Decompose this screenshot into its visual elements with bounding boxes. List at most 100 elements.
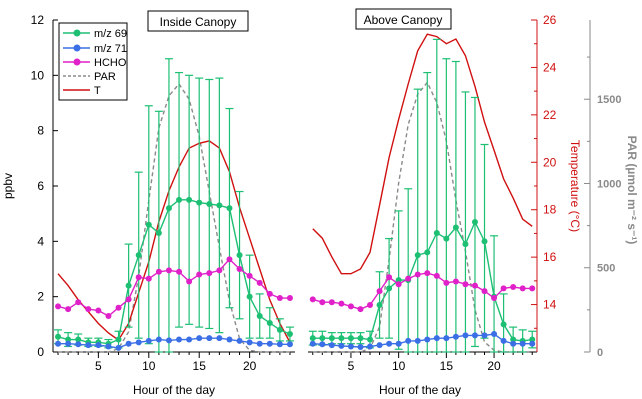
legend-marker-hcho	[73, 58, 81, 66]
left-panel-title-box	[147, 10, 249, 32]
x-tick-label: 5	[95, 359, 102, 373]
mz71-point	[452, 333, 459, 340]
par-axis-ticks: 0 500 1000 1500	[584, 56, 621, 359]
mz71-point	[529, 340, 536, 347]
left-panel-title: Inside Canopy	[160, 15, 237, 29]
hcho-point	[206, 270, 213, 277]
legend-label-par: PAR	[94, 71, 116, 83]
hcho-point	[424, 270, 431, 277]
mz71-point	[266, 340, 273, 347]
legend-marker-mz69	[73, 29, 81, 37]
hcho-point	[376, 288, 383, 295]
left-y-tick-label: 6	[37, 179, 44, 193]
mz69-point	[319, 335, 326, 342]
hcho-point	[55, 303, 62, 310]
hcho-point	[309, 296, 316, 303]
mz71-point	[186, 336, 193, 343]
legend-item-hcho: HCHO	[63, 57, 127, 69]
par-tick-label: 0	[597, 347, 603, 359]
mz71-point	[328, 342, 335, 349]
legend-label-mz69: m/z 69	[94, 28, 127, 40]
mz69-series-line	[312, 220, 533, 342]
hcho-point	[367, 301, 374, 308]
legend-marker-mz71	[73, 44, 81, 52]
mz69-point	[135, 252, 142, 259]
mz69-point	[328, 335, 335, 342]
hcho-point	[386, 274, 393, 281]
hcho-point	[338, 300, 345, 307]
hcho-point	[405, 275, 412, 282]
par-series-line	[58, 82, 290, 353]
hcho-point	[529, 285, 536, 292]
mz71-point	[226, 336, 233, 343]
mz71-point	[135, 339, 142, 346]
mz71-point	[165, 337, 172, 344]
mz69-point	[424, 249, 431, 256]
mz69-point	[145, 221, 152, 228]
mz71-point	[256, 340, 263, 347]
mz71-point	[105, 343, 112, 350]
par-tick-label: 500	[597, 263, 615, 275]
x-tick-label: 15	[440, 359, 454, 373]
mz69-point	[433, 230, 440, 237]
mz71-point	[176, 336, 183, 343]
mz69-point	[236, 252, 243, 259]
legend-label-t: T	[94, 85, 101, 97]
mz69-point	[462, 241, 469, 248]
temperature-tick-label: 24	[543, 60, 557, 74]
hcho-point	[452, 278, 459, 285]
mz69-point	[256, 313, 263, 320]
mz69-point	[276, 326, 283, 333]
right-panel: 5 10 15 20 Above Canopy Hour of the day 141…	[308, 8, 639, 397]
mz71-point	[471, 332, 478, 339]
temperature-tick-label: 14	[543, 298, 557, 312]
mz71-point	[347, 343, 354, 350]
mz71-point	[500, 337, 507, 344]
t-series-line	[312, 33, 533, 275]
left-y-tick-label: 2	[37, 290, 44, 304]
hcho-point	[216, 267, 223, 274]
hcho-series-line	[312, 272, 533, 310]
mz69-point	[216, 202, 223, 209]
legend-item-par: PAR	[63, 71, 116, 83]
mz69-point	[165, 205, 172, 212]
mz71-point	[85, 342, 92, 349]
temperature-axis-ticks: 14 16 18 20 22 24 26	[531, 13, 557, 329]
hcho-point	[347, 303, 354, 310]
mz71-point	[65, 340, 72, 347]
hcho-point	[286, 295, 293, 302]
x-tick-label: 20	[243, 359, 257, 373]
mz71-point	[276, 341, 283, 348]
mz71-point	[433, 335, 440, 342]
hcho-point	[519, 285, 526, 292]
mz69-point	[266, 319, 273, 326]
hcho-point	[95, 307, 102, 314]
mz69-point	[155, 230, 162, 237]
left-panel-marks	[54, 58, 294, 353]
mz69-point	[309, 335, 316, 342]
legend-item-t: T	[63, 85, 101, 97]
mz69-point	[386, 285, 393, 292]
mz71-point	[236, 337, 243, 344]
mz71-point	[319, 341, 326, 348]
mz69-point	[176, 196, 183, 203]
mz71-point	[519, 340, 526, 347]
mz71-point	[395, 340, 402, 347]
hcho-point	[319, 299, 326, 306]
mz71-series-line	[312, 333, 533, 348]
mz69-point	[125, 282, 132, 289]
mz71-point	[246, 339, 253, 346]
hcho-point	[433, 272, 440, 279]
hcho-point	[226, 256, 233, 263]
mz71-point	[55, 340, 62, 347]
mz71-point	[386, 340, 393, 347]
temperature-axis-label: Temperature (°C)	[568, 140, 582, 232]
mz71-point	[367, 343, 374, 350]
right-panel-title: Above Canopy	[364, 13, 443, 27]
legend: m/z 69 m/z 71 HCHO PAR T	[58, 22, 128, 101]
left-panel: 0 2 4 6 8 10 12 5 10 15 20 Inside Canopy ppbv Hou…	[1, 10, 295, 397]
legend-label-mz71: m/z 71	[94, 43, 127, 55]
left-y-tick-label: 4	[37, 234, 44, 248]
mz69-point	[196, 199, 203, 206]
